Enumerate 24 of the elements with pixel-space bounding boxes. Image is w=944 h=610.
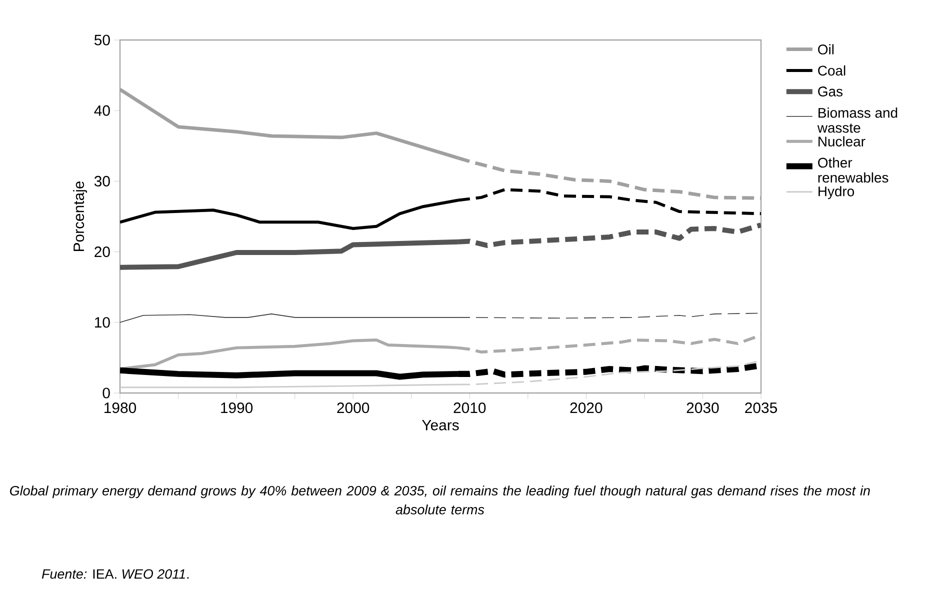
legend-label: Nuclear <box>818 136 866 146</box>
y-tick-label: 10 <box>95 317 110 328</box>
y-tick-label: 50 <box>94 34 110 46</box>
x-tick-label: 2020 <box>570 402 602 414</box>
legend-label: Coal <box>818 65 846 76</box>
x-tick-label: 2010 <box>454 402 486 414</box>
legend-label: Gas <box>818 86 842 96</box>
legend-label: Other renewables <box>818 157 888 183</box>
x-tick-label: 1980 <box>104 402 136 414</box>
text: Fuente: IEA. WEO 2011. <box>42 569 189 579</box>
x-tick-label: 1990 <box>221 402 253 414</box>
y-tick-label: 20 <box>94 246 110 258</box>
legend-label: Oil <box>818 44 834 54</box>
y-tick-label: 40 <box>94 105 110 116</box>
x-tick-label: 2000 <box>337 402 370 414</box>
y-axis-title: Porcentaje <box>73 181 88 252</box>
x-tick-label: 2035 <box>745 402 777 414</box>
y-tick-label: 30 <box>94 176 110 186</box>
x-tick-label: 2030 <box>686 402 719 414</box>
text: Global primary energy demand grows by 40% between 2009 & 2035, oil remains the leading fuel though natural gas demand rises the most in absolute terms <box>10 486 870 514</box>
x-axis-title: Years <box>422 420 459 430</box>
y-tick-label: 0 <box>102 388 110 398</box>
legend-label: Biomass and wasste <box>817 108 898 133</box>
legend-label: Hydro <box>818 186 854 200</box>
